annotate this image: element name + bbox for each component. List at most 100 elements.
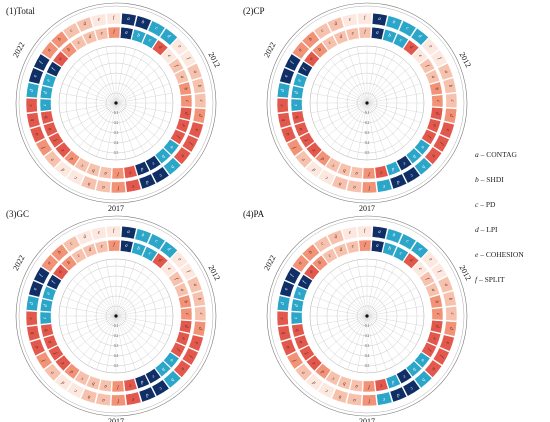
cell-letter: a (102, 184, 106, 189)
outer-ring-cell (134, 15, 152, 31)
year-label-2022: 2022 (262, 41, 277, 59)
cell-letter: d (396, 179, 401, 185)
grid-spoke (366, 46, 378, 104)
outer-ring-cell (294, 150, 313, 169)
inner-ring-cell (430, 107, 444, 121)
grid-spoke (59, 315, 117, 327)
grid-spoke (115, 266, 145, 317)
outer-ring-cell (313, 235, 332, 253)
cell-letter: c (70, 241, 75, 247)
grid-spoke (366, 262, 387, 317)
outer-ring-cell (430, 262, 448, 281)
cell-letter: d (139, 166, 144, 172)
grid-spoke (366, 315, 387, 370)
cell-letter: d (448, 327, 453, 331)
outer-ring-cell (356, 225, 373, 238)
outer-circle-inner (269, 218, 465, 414)
grid-spoke (356, 259, 368, 317)
cell-letter: b (141, 233, 145, 239)
inner-ring-cell (290, 98, 303, 112)
cell-letter: d (145, 392, 150, 398)
grid-spoke (330, 272, 368, 317)
radial-tick-label: 0.2 (114, 334, 119, 338)
cell-letter: d (339, 34, 344, 40)
cell-letter: a (104, 170, 108, 175)
cell-letter: b (411, 153, 417, 159)
grid-spoke (366, 259, 378, 317)
cell-letter: e (131, 396, 135, 401)
outer-ring-cell (432, 134, 450, 153)
cell-letter: c (294, 103, 299, 106)
inner-ring-cell (392, 246, 409, 262)
outer-ring-cell (25, 82, 40, 99)
inner-ring-cell (98, 379, 112, 393)
inner-ring-cell (402, 39, 420, 56)
cell-letter: c (328, 40, 333, 46)
cell-letter: d (434, 112, 439, 116)
inner-ring-cell (111, 380, 125, 393)
grid-spoke (366, 315, 396, 366)
cell-letter: b (447, 84, 452, 88)
outer-ring-cell (389, 386, 408, 403)
inner-ring-cell (111, 167, 125, 180)
cell-letter: c (29, 103, 34, 106)
outer-ring-cell (181, 134, 199, 153)
cell-letter: d (30, 89, 35, 93)
inner-ring-cell (120, 26, 134, 40)
cell-letter: d (417, 247, 422, 253)
cell-letter: c (398, 38, 403, 44)
cell-letter: f (175, 348, 180, 352)
radial-tick-label: 0.3 (365, 131, 370, 135)
grid-spoke (115, 49, 136, 104)
outer-ring-cell (151, 379, 170, 397)
legend-item-e: e – COHESION (475, 250, 524, 259)
cell-letter: f (41, 145, 46, 149)
inner-ring-cell (426, 118, 442, 134)
cell-letter: a (58, 269, 64, 274)
cell-letter: c (331, 375, 336, 381)
radial-tick-label: 0.4 (365, 141, 370, 145)
outer-ring-cell (125, 178, 142, 193)
cell-letter: e (301, 369, 307, 375)
inner-ring-cell (154, 360, 172, 378)
cell-letter: b (44, 115, 49, 119)
outer-ring-cell (170, 37, 189, 56)
cell-letter: d (390, 379, 395, 385)
grid-spoke (356, 102, 368, 160)
year-label-2017: 2017 (108, 417, 124, 422)
outer-ring-cell (188, 334, 204, 352)
legend: a – CONTAG b – SHDI c – PD d – LPI e – C… (475, 150, 550, 300)
panel-title: (4)PA (243, 209, 265, 219)
grid-spoke (366, 315, 424, 327)
inner-ring-cell (325, 157, 342, 173)
outer-ring-cell (279, 280, 295, 298)
outer-ring-cell (277, 325, 292, 342)
grid-spoke (115, 102, 153, 147)
cell-letter: b (182, 87, 187, 91)
cell-letter: f (426, 135, 431, 139)
outer-ring-cell (179, 49, 197, 68)
inner-ring-cell (94, 240, 109, 254)
grid-spoke (366, 305, 424, 317)
legend-item-d: d – LPI (475, 225, 498, 234)
outer-ring-cell (331, 175, 349, 191)
grid-spoke (72, 315, 117, 353)
inner-ring-cell (321, 247, 338, 264)
cell-letter: f (53, 350, 58, 354)
inner-ring-cell (98, 166, 112, 180)
cell-letter: f (438, 141, 443, 145)
cell-letter: f (174, 277, 179, 281)
inner-ring-cell (151, 39, 169, 56)
cell-letter: d (312, 379, 317, 385)
cell-letter: b (196, 84, 201, 88)
grid-spoke (87, 315, 117, 366)
cell-letter: b (281, 331, 286, 335)
cell-letter: b (160, 153, 166, 159)
cell-letter: d (197, 327, 202, 331)
cell-letter: a (376, 244, 380, 249)
inner-ring-cell (160, 260, 178, 278)
grid-spoke (105, 259, 117, 317)
cell-letter: e (297, 78, 303, 82)
cell-letter: d (396, 392, 401, 398)
